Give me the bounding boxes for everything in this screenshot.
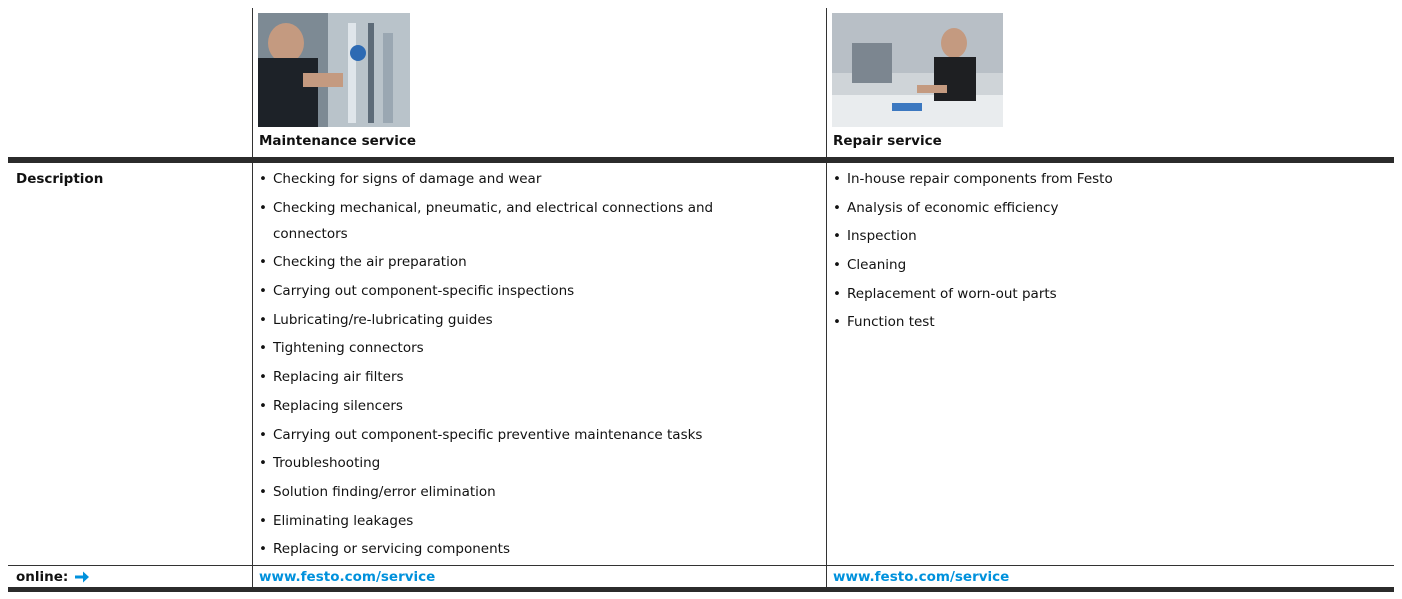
bullet-item: Checking mechanical, pneumatic, and elec… xyxy=(259,195,759,247)
maintenance-photo xyxy=(258,13,410,127)
bullet-item: Eliminating leakages xyxy=(259,508,759,534)
bullet-item: Replacing air filters xyxy=(259,364,759,390)
bullet-list: Checking for signs of damage and wear Che… xyxy=(259,166,759,565)
arrow-icon xyxy=(75,571,90,583)
bullet-item: Checking for signs of damage and wear xyxy=(259,166,759,192)
online-label-cell: online: xyxy=(16,568,90,586)
bullet-item: Lubricating/re-lubricating guides xyxy=(259,307,759,333)
bullet-item: Inspection xyxy=(833,223,1373,249)
bullet-item: Cleaning xyxy=(833,252,1373,278)
bullet-item: Replacing silencers xyxy=(259,393,759,419)
link[interactable]: www.festo.com/service xyxy=(833,569,1010,585)
bullet-item: Replacing or servicing components xyxy=(259,536,759,562)
bullet-item: Tightening connectors xyxy=(259,335,759,361)
bullet-item: Analysis of economic efficiency xyxy=(833,195,1373,221)
link[interactable]: www.festo.com/service xyxy=(259,569,436,585)
row-label: Description xyxy=(16,171,104,187)
column-rule xyxy=(826,8,827,592)
bottom-rule xyxy=(8,587,1394,592)
bullet-item: Replacement of worn-out parts xyxy=(833,281,1373,307)
bullet-item: Carrying out component-specific inspecti… xyxy=(259,278,759,304)
bullet-item: Carrying out component-specific preventi… xyxy=(259,422,759,448)
bullet-item: Troubleshooting xyxy=(259,450,759,476)
repair-photo xyxy=(832,13,1003,127)
column-rule xyxy=(252,8,253,592)
bullet-item: Function test xyxy=(833,309,1373,335)
bullet-item: Checking the air preparation xyxy=(259,249,759,275)
row-rule xyxy=(8,565,1394,566)
column-title: Maintenance service xyxy=(259,133,417,149)
bullet-item: Solution finding/error elimination xyxy=(259,479,759,505)
bullet-item: In-house repair components from Festo xyxy=(833,166,1373,192)
row-label: online: xyxy=(16,569,69,585)
bullet-list: In-house repair components from Festo Ana… xyxy=(833,166,1373,338)
column-title: Repair service xyxy=(833,133,942,149)
header-rule xyxy=(8,157,1394,163)
